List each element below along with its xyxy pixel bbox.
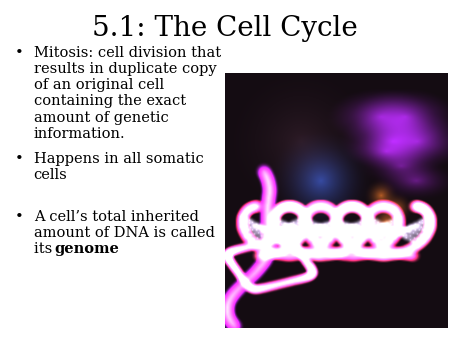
Text: amount of genetic: amount of genetic bbox=[34, 111, 168, 124]
Text: containing the exact: containing the exact bbox=[34, 94, 186, 108]
Text: •: • bbox=[14, 210, 23, 223]
Text: its: its bbox=[34, 242, 57, 256]
Text: genome: genome bbox=[54, 242, 119, 256]
Text: •: • bbox=[14, 46, 23, 59]
Text: 5.1: The Cell Cycle: 5.1: The Cell Cycle bbox=[92, 15, 358, 42]
Text: results in duplicate copy: results in duplicate copy bbox=[34, 62, 216, 76]
Text: cells: cells bbox=[34, 168, 68, 182]
Text: •: • bbox=[14, 152, 23, 166]
Text: A cell’s total inherited: A cell’s total inherited bbox=[34, 210, 198, 223]
Text: information.: information. bbox=[34, 127, 126, 141]
Text: amount of DNA is called: amount of DNA is called bbox=[34, 226, 215, 240]
Text: Mitosis: cell division that: Mitosis: cell division that bbox=[34, 46, 221, 59]
Text: Happens in all somatic: Happens in all somatic bbox=[34, 152, 203, 166]
Text: .: . bbox=[86, 242, 90, 256]
Text: of an original cell: of an original cell bbox=[34, 78, 164, 92]
